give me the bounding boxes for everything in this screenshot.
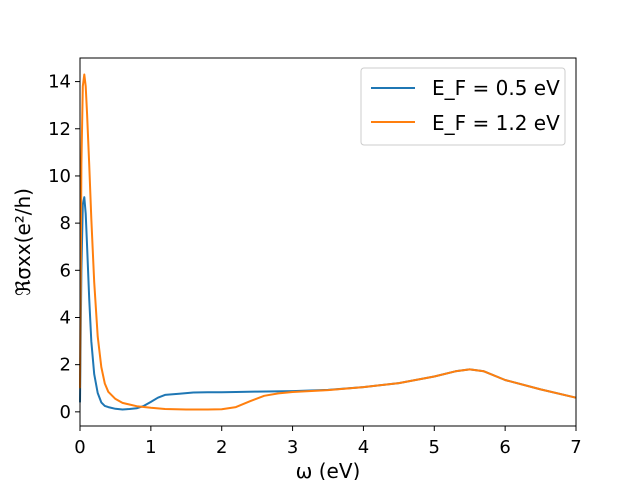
x-tick-label: 7 xyxy=(570,437,581,458)
x-axis-label: ω (eV) xyxy=(296,459,361,480)
y-tick-label: 10 xyxy=(48,166,71,187)
series-lines xyxy=(79,73,577,411)
y-tick-label: 6 xyxy=(60,260,71,281)
x-tick-label: 2 xyxy=(216,437,227,458)
y-tick-label: 4 xyxy=(60,307,71,328)
x-tick-label: 5 xyxy=(429,437,440,458)
x-tick-label: 4 xyxy=(358,437,369,458)
legend-label-ef-1-2: E_F = 1.2 eV xyxy=(432,111,560,135)
series-line-1 xyxy=(79,73,577,411)
x-tick-label: 1 xyxy=(145,437,156,458)
y-tick-label: 14 xyxy=(48,72,71,93)
y-tick-label: 8 xyxy=(60,213,71,234)
x-tick-label: 0 xyxy=(74,437,85,458)
y-tick-label: 0 xyxy=(60,402,71,423)
legend-label-ef-0-5: E_F = 0.5 eV xyxy=(432,76,560,100)
plot-frame xyxy=(79,57,577,427)
y-tick-label: 12 xyxy=(48,119,71,140)
x-tick-label: 6 xyxy=(499,437,510,458)
x-axis-ticks: 0 1 2 3 4 5 6 7 xyxy=(74,426,582,458)
y-tick-label: 2 xyxy=(60,355,71,376)
y-axis-ticks: 0 2 4 6 8 10 12 14 xyxy=(48,72,80,423)
legend: E_F = 0.5 eV E_F = 1.2 eV xyxy=(360,67,566,146)
y-axis-label: ℜσxx(e²/h) xyxy=(11,188,35,296)
x-tick-label: 3 xyxy=(287,437,298,458)
